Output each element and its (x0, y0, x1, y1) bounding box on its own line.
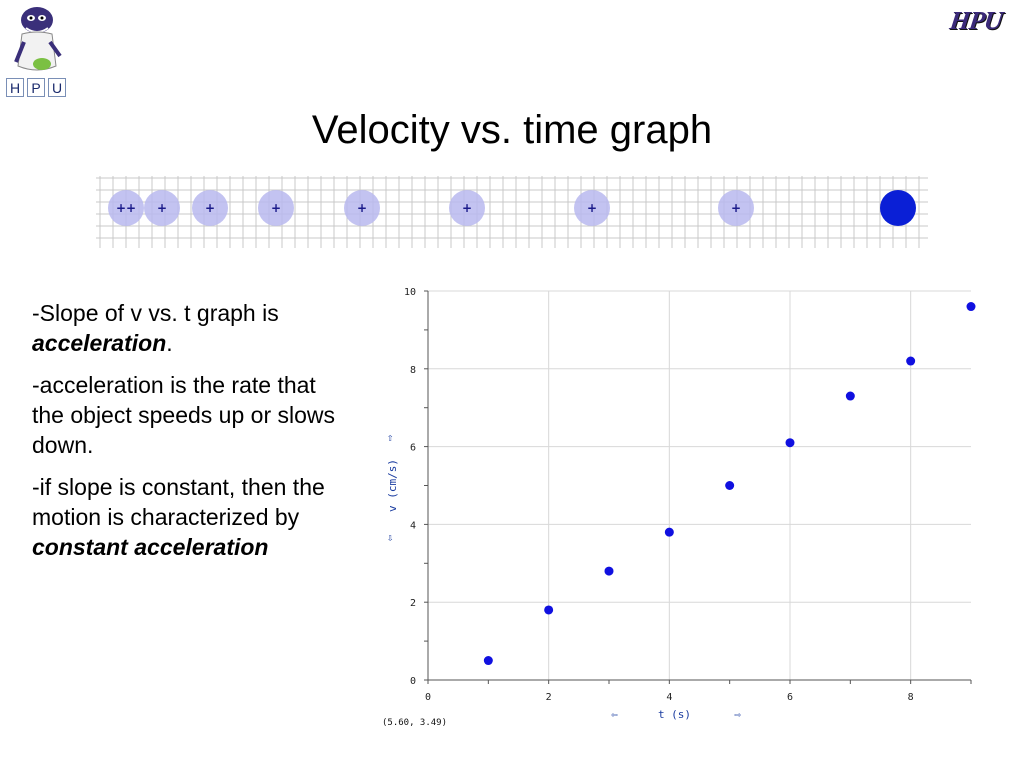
x-tick-label: 8 (908, 692, 914, 703)
bullet-3-text: -if slope is constant, then the motion i… (32, 474, 325, 530)
strip-marker-label: + (357, 201, 367, 215)
strip-ghost-marker: + (258, 190, 294, 226)
chart-svg: 0 2 4 6 8 0 2 4 6 8 10 t (s) ⇦ ⇨ v (cm/s) ⇧ ⇩ (5.60, 3.49… (378, 285, 976, 727)
y-tick-label: 8 (410, 365, 416, 376)
data-point (785, 438, 795, 448)
data-point (725, 481, 735, 490)
strip-ghost-marker: + (718, 190, 754, 226)
x-arrow-left-icon[interactable]: ⇦ (611, 708, 618, 721)
y-arrow-up-icon[interactable]: ⇧ (387, 431, 394, 444)
x-axis-label: t (s) (658, 708, 691, 721)
data-point (604, 566, 614, 576)
mascot-icon (14, 7, 62, 71)
strip-ghost-marker: + (449, 190, 485, 226)
y-tick-label: 0 (410, 676, 416, 687)
cursor-readout: (5.60, 3.49) (382, 718, 447, 727)
hpu-logo-right: HPU (948, 6, 1004, 35)
strip-marker-label: + (587, 201, 597, 215)
chart-background (378, 285, 976, 727)
strip-marker-label: + (157, 201, 167, 215)
data-point (906, 356, 916, 366)
strip-ghost-marker: ++ (108, 190, 144, 226)
bullet-2: -acceleration is the rate that the objec… (32, 370, 352, 460)
x-tick-label: 6 (787, 692, 793, 703)
strip-marker-label: ++ (116, 201, 136, 215)
page-title: Velocity vs. time graph (311, 108, 713, 152)
strip-ghost-marker: + (344, 190, 380, 226)
x-tick-label: 2 (546, 692, 552, 703)
strip-marker-label: + (205, 201, 215, 215)
bullet-1-end: . (166, 330, 173, 356)
x-arrow-right-icon[interactable]: ⇨ (734, 708, 741, 721)
y-tick-label: 4 (410, 520, 416, 531)
logo-letter-h: H (6, 78, 24, 97)
bullet-2-text: -acceleration is the rate that the objec… (32, 372, 336, 458)
bullet-1: -Slope of v vs. t graph is acceleration. (32, 298, 352, 358)
y-tick-label: 6 (410, 443, 416, 454)
y-tick-label: 2 (410, 598, 416, 609)
strip-marker-label: + (271, 201, 281, 215)
logo-letter-u: U (48, 78, 66, 97)
y-arrow-down-icon[interactable]: ⇩ (387, 531, 394, 544)
x-tick-label: 4 (666, 692, 672, 703)
bullet-3-emphasis: constant acceleration (32, 534, 269, 560)
velocity-time-chart: 0 2 4 6 8 0 2 4 6 8 10 t (s) ⇦ ⇨ v (cm/s) ⇧ ⇩ (5.60, 3.49… (378, 285, 976, 727)
x-tick-label: 0 (425, 692, 431, 703)
strip-marker-label: + (731, 201, 741, 215)
bullet-1-emphasis: acceleration (32, 330, 167, 356)
strip-current-position (880, 190, 916, 226)
data-point (966, 302, 976, 312)
data-point (664, 527, 674, 537)
y-axis-label: v (cm/s) (386, 459, 399, 512)
strip-ghost-marker: + (574, 190, 610, 226)
data-point (483, 656, 493, 666)
strip-ghost-marker: + (144, 190, 180, 226)
bullet-list: -Slope of v vs. t graph is acceleration.… (32, 298, 352, 574)
bullet-3: -if slope is constant, then the motion i… (32, 472, 352, 562)
logo-letter-p: P (27, 78, 45, 97)
data-point (845, 391, 855, 401)
strip-marker-label: + (462, 201, 472, 215)
motion-diagram-strip: ++ + + + + + + + (96, 174, 928, 250)
hpu-letter-boxes: H P U (6, 78, 66, 97)
strip-ghost-marker: + (192, 190, 228, 226)
y-tick-label: 10 (404, 287, 416, 298)
bullet-1-text: -Slope of v vs. t graph is (32, 300, 279, 326)
data-point (544, 605, 554, 615)
hpu-mascot-logo (4, 2, 70, 100)
